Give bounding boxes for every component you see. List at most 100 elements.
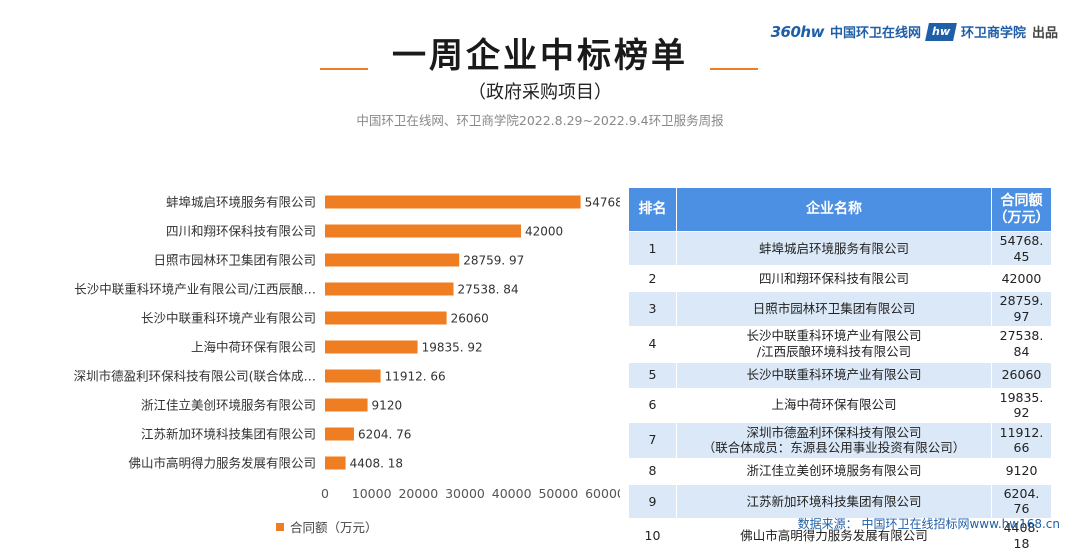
header-amount: 合同额 （万元） bbox=[991, 187, 1052, 232]
cell-company: 日照市园林环卫集团有限公司 bbox=[676, 291, 992, 327]
x-tick-label: 40000 bbox=[492, 486, 532, 501]
title-line-left bbox=[320, 68, 368, 70]
cell-company: 深圳市德盈利环保科技有限公司 （联合体成员：东源县公用事业投资有限公司） bbox=[676, 421, 992, 459]
cell-amount: 54768. 45 bbox=[991, 230, 1052, 267]
table-row: 4 长沙中联重科环境产业有限公司/江西辰酿环境科技有限公司 27538. 84 bbox=[628, 325, 1052, 363]
bar bbox=[325, 456, 346, 470]
cell-company: 蚌埠城启环境服务有限公司 bbox=[676, 230, 992, 267]
page-title: 一周企业中标榜单 bbox=[392, 36, 688, 76]
bar-chart: 蚌埠城启环境服务有限公司 54768. 45 四川和翔环保科技有限公司 42000 日照… bbox=[74, 195, 620, 502]
bar bbox=[325, 195, 581, 209]
x-tick-label: 30000 bbox=[445, 486, 485, 501]
cell-rank: 10 bbox=[628, 517, 677, 554]
cell-rank: 3 bbox=[628, 291, 677, 327]
cell-rank: 2 bbox=[628, 265, 677, 293]
cell-company-line1: 深圳市德盈利环保科技有限公司 bbox=[746, 424, 922, 440]
bar bbox=[325, 340, 418, 354]
value-label: 11912. 66 bbox=[385, 370, 446, 384]
bar bbox=[325, 427, 354, 441]
cell-company: 长沙中联重科环境产业有限公司 bbox=[676, 361, 992, 389]
cell-amount: 26060 bbox=[991, 361, 1052, 389]
cell-company-line2: （联合体成员：东源县公用事业投资有限公司） bbox=[702, 440, 966, 456]
value-label: 4408. 18 bbox=[350, 457, 403, 471]
category-label: 长沙中联重科环境产业有限公司/江西辰酿… bbox=[74, 282, 316, 297]
x-tick-label: 10000 bbox=[352, 486, 392, 501]
table-row: 8 浙江佳立美创环境服务有限公司 9120 bbox=[628, 457, 1052, 485]
value-label: 28759. 97 bbox=[463, 254, 524, 268]
cell-company-line1: 日照市园林环卫集团有限公司 bbox=[752, 301, 916, 317]
legend-swatch bbox=[276, 522, 284, 531]
header-rank: 排名 bbox=[628, 187, 677, 232]
x-tick-label: 60000 bbox=[585, 486, 620, 501]
value-label: 27538. 84 bbox=[458, 283, 519, 297]
category-label: 江苏新加环境科技集团有限公司 bbox=[141, 427, 316, 442]
brand-site1: 中国环卫在线网 bbox=[829, 26, 921, 41]
brand-header: 360hw 中国环卫在线网 hw 环卫商学院 出品 bbox=[771, 22, 1058, 41]
cell-amount: 9120 bbox=[991, 457, 1052, 485]
data-source: 数据来源： 中国环卫在线招标网www.hw168.cn bbox=[797, 517, 1060, 531]
table-row: 10 佛山市高明得力服务发展有限公司 4408. 18 bbox=[628, 517, 1052, 554]
table-row: 7 深圳市德盈利环保科技有限公司 （联合体成员：东源县公用事业投资有限公司） 1191… bbox=[628, 421, 1052, 459]
legend-label: 合同额（万元） bbox=[290, 520, 378, 535]
chart-legend: 合同额（万元） bbox=[276, 517, 378, 536]
cell-company-line1: 江苏新加环境科技集团有限公司 bbox=[746, 493, 922, 509]
header-name: 企业名称 bbox=[676, 187, 992, 232]
bar bbox=[325, 311, 447, 325]
cell-amount: 42000 bbox=[991, 265, 1052, 293]
cell-company: 四川和翔环保科技有限公司 bbox=[676, 265, 992, 293]
category-label: 四川和翔环保科技有限公司 bbox=[166, 224, 316, 239]
bar bbox=[325, 369, 381, 383]
cell-company: 佛山市高明得力服务发展有限公司 bbox=[676, 517, 992, 554]
cell-amount: 11912. 66 bbox=[991, 421, 1052, 459]
cell-amount: 27538. 84 bbox=[991, 325, 1052, 363]
table-row: 6 上海中荷环保有限公司 19835. 92 bbox=[628, 387, 1052, 423]
cell-company: 浙江佳立美创环境服务有限公司 bbox=[676, 457, 992, 485]
cell-amount: 28759. 97 bbox=[991, 291, 1052, 327]
table-row: 9 江苏新加环境科技集团有限公司 6204. 76 bbox=[628, 483, 1052, 520]
brand-logo-360: 360hw bbox=[770, 22, 825, 41]
cell-company: 江苏新加环境科技集团有限公司 bbox=[676, 483, 992, 520]
cell-rank: 8 bbox=[628, 457, 677, 485]
cell-company-line1: 长沙中联重科环境产业有限公司 bbox=[746, 367, 922, 383]
cell-company-line1: 佛山市高明得力服务发展有限公司 bbox=[740, 527, 928, 543]
cell-amount: 4408. 18 bbox=[991, 517, 1052, 554]
cell-company-line1: 浙江佳立美创环境服务有限公司 bbox=[746, 463, 922, 479]
bar bbox=[325, 398, 368, 412]
bar bbox=[325, 282, 454, 296]
header-amount-line2: （万元） bbox=[993, 209, 1050, 226]
cell-rank: 7 bbox=[628, 421, 677, 459]
value-label: 42000 bbox=[525, 225, 563, 239]
page-caption: 中国环卫在线网、环卫商学院2022.8.29~2022.9.4环卫服务周报 bbox=[356, 113, 724, 128]
category-label: 蚌埠城启环境服务有限公司 bbox=[166, 195, 316, 210]
brand-produced: 出品 bbox=[1031, 26, 1058, 41]
category-label: 上海中荷环保有限公司 bbox=[191, 340, 316, 355]
table-row: 2 四川和翔环保科技有限公司 42000 bbox=[628, 265, 1052, 293]
table-row: 5 长沙中联重科环境产业有限公司 26060 bbox=[628, 361, 1052, 389]
cell-company-line1: 四川和翔环保科技有限公司 bbox=[758, 270, 909, 286]
bar bbox=[325, 224, 521, 238]
value-label: 6204. 76 bbox=[358, 428, 411, 442]
x-tick-label: 0 bbox=[321, 486, 329, 501]
brand-site2: 环卫商学院 bbox=[960, 26, 1026, 41]
x-tick-label: 20000 bbox=[398, 486, 438, 501]
category-label: 长沙中联重科环境产业有限公司 bbox=[141, 311, 316, 326]
cell-rank: 5 bbox=[628, 361, 677, 389]
value-label: 19835. 92 bbox=[422, 341, 483, 355]
cell-company-line1: 长沙中联重科环境产业有限公司 bbox=[746, 328, 922, 344]
x-tick-label: 50000 bbox=[538, 486, 578, 501]
cell-company-line1: 上海中荷环保有限公司 bbox=[771, 397, 897, 413]
value-label: 26060 bbox=[451, 312, 489, 326]
table-row: 3 日照市园林环卫集团有限公司 28759. 97 bbox=[628, 291, 1052, 327]
category-label: 日照市园林环卫集团有限公司 bbox=[153, 253, 316, 268]
category-label: 佛山市高明得力服务发展有限公司 bbox=[128, 456, 316, 471]
ranking-table: 排名 企业名称 合同额 （万元） 1 蚌埠城启环境服务有限公司 54768. 45 2… bbox=[628, 187, 1052, 554]
category-label: 浙江佳立美创环境服务有限公司 bbox=[141, 398, 316, 413]
cell-company: 上海中荷环保有限公司 bbox=[676, 387, 992, 423]
cell-amount: 19835. 92 bbox=[991, 387, 1052, 423]
category-label: 深圳市德盈利环保科技有限公司(联合体成… bbox=[74, 369, 316, 384]
bar bbox=[325, 253, 460, 267]
cell-amount: 6204. 76 bbox=[991, 483, 1052, 520]
header-amount-line1: 合同额 bbox=[1000, 192, 1043, 209]
cell-company-line1: 蚌埠城启环境服务有限公司 bbox=[758, 240, 909, 256]
cell-company: 长沙中联重科环境产业有限公司/江西辰酿环境科技有限公司 bbox=[676, 325, 992, 363]
